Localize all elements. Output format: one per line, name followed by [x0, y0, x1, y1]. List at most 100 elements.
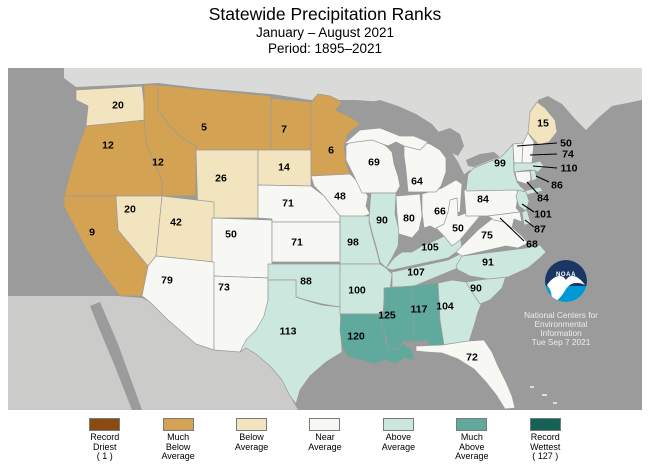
state-ks: [271, 221, 341, 263]
lake-ontario: [466, 152, 500, 167]
callout-line-nj: [521, 203, 535, 213]
state-va: [455, 215, 529, 257]
state-in: [395, 193, 423, 239]
callout-line-ri: [535, 175, 550, 183]
legend-item-near: Near Average: [288, 418, 361, 462]
legend-item-much_above: Much Above Average: [435, 418, 508, 462]
state-rank-ks: 71: [291, 237, 303, 249]
state-la: [339, 313, 415, 365]
callout-rank-nh: 74: [562, 149, 574, 161]
state-rank-az: 79: [161, 275, 173, 287]
legend-item-below: Below Average: [215, 418, 288, 462]
state-rank-ms: 125: [378, 310, 396, 322]
noaa-logo: NOAA: [545, 260, 587, 302]
state-mi: [403, 139, 447, 193]
legend-swatch-much_below: [162, 418, 194, 431]
state-rank-id: 12: [152, 157, 164, 169]
state-rank-nd: 7: [281, 124, 287, 136]
date-range-subtitle: January – August 2021: [255, 25, 395, 40]
page-title: Statewide Precipitation Ranks: [208, 4, 442, 24]
state-wv: [435, 197, 481, 247]
great-lakes: [348, 100, 500, 198]
state-rank-nc: 91: [482, 257, 494, 269]
state-co: [211, 217, 273, 279]
state-rank-oh: 66: [434, 206, 446, 218]
states-layer: [63, 84, 558, 410]
legend-swatch-near: [309, 418, 341, 431]
state-mi: [343, 127, 429, 151]
state-rank-wi: 69: [368, 157, 380, 169]
state-nd: [270, 97, 312, 151]
callout-line-de: [524, 219, 535, 228]
state-rank-ut: 42: [170, 217, 182, 229]
state-nc: [455, 244, 547, 280]
state-rank-ga: 104: [436, 301, 454, 313]
callout-rank-ct: 84: [537, 193, 549, 205]
state-rank-mi: 64: [411, 176, 423, 188]
state-ut: [155, 195, 215, 263]
legend-swatch-above: [382, 418, 414, 431]
callout-line-ma: [532, 165, 558, 169]
state-rank-ky: 105: [421, 242, 439, 254]
state-rank-sd: 14: [278, 162, 290, 174]
noaa-seagull-icon: [547, 275, 585, 302]
state-ga: [437, 279, 483, 346]
credit-line-2: Environmental: [534, 319, 587, 329]
state-rank-wa: 20: [112, 100, 124, 112]
state-rank-nv: 20: [124, 204, 136, 216]
state-rank-sc: 90: [470, 283, 482, 295]
state-rank-tn: 107: [407, 267, 425, 279]
state-rank-in: 80: [403, 213, 415, 225]
state-rank-ny: 99: [494, 158, 506, 170]
state-rank-ok: 88: [300, 276, 312, 288]
callout-line-md: [499, 217, 525, 242]
state-rank-mo: 98: [347, 237, 359, 249]
legend-label-much_below: Much Below Average: [161, 432, 195, 461]
legend-item-above: Above Average: [362, 418, 435, 462]
legend: Record Driest( 1 ) Much Below Average Below Av…: [68, 418, 582, 462]
state-tx: [239, 279, 343, 405]
canada-landmass: [64, 68, 642, 178]
state-md: [487, 211, 523, 229]
state-rank-ca: 9: [89, 227, 95, 239]
callout-rank-ma: 110: [561, 163, 578, 175]
lake-michigan: [388, 140, 408, 192]
state-ct: [514, 170, 532, 185]
credit-date: Tue Sep 7 2021: [532, 337, 591, 347]
state-rank-ar: 100: [348, 285, 366, 297]
state-rank-nm: 73: [218, 282, 230, 294]
state-rank-mt: 5: [201, 122, 207, 134]
state-rank-la: 120: [347, 331, 365, 343]
legend-swatch-below: [236, 418, 268, 431]
callout-rank-de: 87: [534, 224, 546, 236]
legend-swatch-record_driest: [89, 418, 121, 431]
state-rank-labels: 2012920125264250797371471718811364898100…: [89, 100, 549, 364]
legend-item-record_wettest: Record Wettest( 127 ): [509, 418, 582, 462]
state-rank-pa: 84: [477, 194, 489, 206]
legend-item-record_driest: Record Driest( 1 ): [68, 418, 141, 462]
state-rank-va: 75: [481, 230, 493, 242]
callout-rank-vt: 50: [560, 138, 572, 150]
legend-label-above: Above Average: [381, 432, 416, 452]
state-rank-tx: 113: [280, 326, 297, 338]
legend-label-much_above: Much Above Average: [455, 432, 489, 461]
lake-superior: [348, 100, 442, 142]
period-subtitle: Period: 1895–2021: [267, 41, 383, 56]
legend-label-near: Near Average: [308, 432, 342, 452]
state-rank-al: 117: [411, 304, 428, 316]
legend-swatch-record_wettest: [529, 418, 561, 431]
state-rank-wy: 26: [215, 173, 227, 185]
credit-line-1: National Centers for: [524, 310, 598, 320]
gulf-of-california: [90, 302, 142, 410]
callout-rank-nj: 101: [534, 209, 552, 221]
state-rank-ia: 48: [334, 191, 346, 203]
legend-label-below: Below Average: [234, 432, 269, 452]
callout-rank-ri: 86: [551, 180, 563, 192]
state-rank-fl: 72: [466, 352, 478, 364]
header: Statewide Precipitation Ranks January – …: [0, 4, 650, 57]
state-rank-me: 15: [537, 118, 549, 130]
noaa-acronym: NOAA: [556, 272, 576, 278]
callout-line-vt: [516, 142, 558, 147]
